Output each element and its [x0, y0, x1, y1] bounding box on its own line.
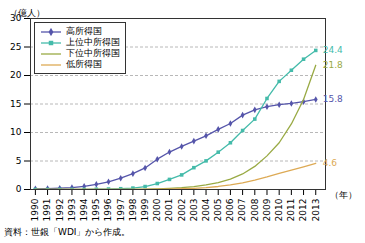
svg-text:24.4: 24.4 — [323, 45, 343, 55]
svg-text:2006: 2006 — [225, 198, 235, 221]
svg-text:2008: 2008 — [250, 198, 260, 221]
svg-text:2001: 2001 — [164, 199, 174, 222]
html-text:低所得国: 低所得国 — [66, 59, 102, 69]
svg-text:1995: 1995 — [91, 199, 101, 222]
svg-text:2004: 2004 — [201, 198, 211, 221]
svg-text:25: 25 — [10, 42, 21, 52]
svg-text:2012: 2012 — [298, 199, 308, 222]
svg-text:5: 5 — [16, 156, 22, 166]
svg-text:0: 0 — [16, 184, 22, 194]
svg-text:1996: 1996 — [103, 198, 113, 221]
svg-text:15: 15 — [10, 99, 21, 109]
svg-text:30: 30 — [10, 13, 22, 24]
svg-text:21.8: 21.8 — [323, 60, 343, 70]
svg-text:1999: 1999 — [140, 198, 150, 221]
svg-text:1993: 1993 — [67, 199, 77, 222]
svg-text:1997: 1997 — [116, 199, 126, 222]
svg-text:2011: 2011 — [286, 199, 296, 222]
svg-text:1992: 1992 — [55, 199, 65, 222]
svg-text:2009: 2009 — [262, 198, 272, 221]
svg-text:4.6: 4.6 — [323, 158, 338, 168]
svg-text:2010: 2010 — [274, 198, 284, 221]
html-text:資料：世銀「WDI」から作成。: 資料：世銀「WDI」から作成。 — [4, 227, 131, 237]
svg-text:10: 10 — [10, 127, 22, 137]
svg-text:1991: 1991 — [42, 199, 52, 222]
html-text:下位中所得国: 下位中所得国 — [66, 48, 120, 58]
svg-text:2007: 2007 — [237, 199, 247, 222]
svg-text:2013: 2013 — [311, 199, 321, 222]
svg-text:20: 20 — [10, 70, 22, 80]
svg-text:15.8: 15.8 — [323, 94, 343, 104]
html-text:上位中所得国: 上位中所得国 — [66, 37, 120, 47]
svg-text:2002: 2002 — [177, 199, 187, 222]
svg-text:1990: 1990 — [30, 198, 40, 221]
svg-text:1994: 1994 — [79, 198, 89, 221]
svg-text:2000: 2000 — [152, 198, 162, 221]
svg-text:1998: 1998 — [128, 198, 138, 221]
html-text:高所得国: 高所得国 — [66, 26, 102, 36]
svg-text:2005: 2005 — [213, 199, 223, 222]
svg-text:（年）: （年） — [330, 190, 357, 200]
svg-text:2003: 2003 — [189, 199, 199, 222]
svg-text:（億人）: （億人） — [9, 8, 45, 18]
